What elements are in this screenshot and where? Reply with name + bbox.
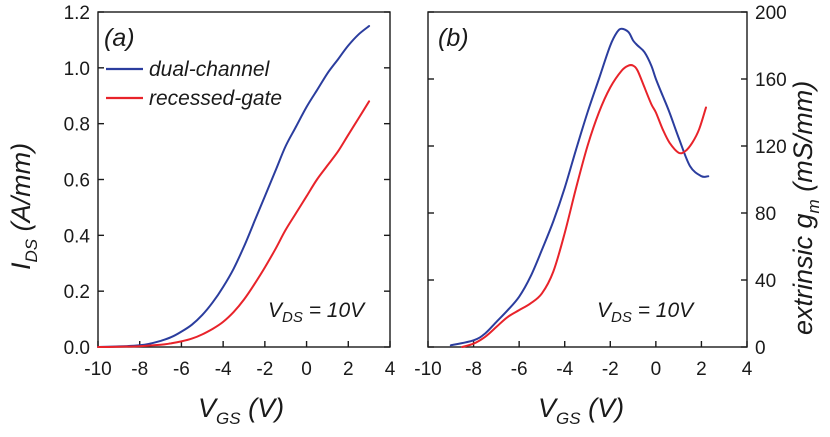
panel-a-xtick-label: -6: [173, 359, 190, 380]
ylabel-main: extrinsic g: [788, 213, 818, 335]
xlabel-sub: GS: [216, 409, 241, 428]
ylabel-unit: (A/mm): [6, 143, 36, 239]
annotation-rest: = 10V: [303, 299, 366, 322]
annotation-sub: DS: [282, 309, 303, 326]
xlabel-unit: (V): [581, 393, 625, 423]
ylabel-sub: DS: [22, 238, 41, 262]
ylabel-sub: m: [804, 199, 823, 213]
panel-a-label: (a): [104, 24, 135, 52]
panel-b-xlabel: VGS (V): [538, 393, 624, 428]
panel-a-ytick-label: 0.4: [64, 226, 91, 247]
panel-a-ytick-label: 0.2: [64, 282, 90, 303]
panel-a-ytick-label: 0.0: [64, 338, 90, 359]
legend-label-dual-channel: dual-channel: [149, 58, 271, 81]
panel-a-ytick-label: 0.8: [64, 115, 90, 136]
annotation-sub: DS: [611, 309, 632, 326]
xlabel-main: V: [198, 393, 219, 423]
panel-b-ytick-label: 40: [755, 271, 776, 292]
panel-a-curves: [97, 25, 371, 348]
xlabel-unit: (V): [241, 393, 285, 423]
panel-b-ytick-label: 160: [755, 70, 787, 91]
annotation-main: V: [597, 299, 613, 322]
legend-label-recessed-gate: recessed-gate: [149, 87, 282, 110]
annotation-rest: = 10V: [632, 299, 695, 322]
panel-b-label: (b): [438, 24, 469, 52]
panel-a-xtick-label: 2: [343, 359, 354, 380]
panel-b-series-recessed-gate: [461, 64, 707, 348]
panel-a-series-recessed-gate: [97, 100, 371, 348]
panel-a-xtick-label: -4: [215, 359, 232, 380]
panel-a-xtick-label: -8: [131, 359, 148, 380]
panel-a-xtick-label: -2: [256, 359, 273, 380]
ylabel-unit: (mS/mm): [788, 81, 818, 199]
panel-b-ytick-label: 0: [755, 338, 766, 359]
panel-a-ytick-label: 1.0: [64, 59, 90, 80]
panel-a-ticks: -10 -8 -6 -4 -2 0 2 4 0.0 0.2 0.4 0.6 0.8 1.0 1.2: [64, 3, 396, 380]
panel-b-series-dual-channel: [449, 27, 710, 347]
panel-a-series-dual-channel: [97, 25, 371, 348]
panel-b-ylabel: extrinsic gm (mS/mm): [788, 81, 823, 335]
panel-b-xtick-label: 2: [696, 359, 707, 380]
panel-b-ytick-label: 200: [755, 3, 787, 24]
panel-a-xtick-label: -10: [84, 359, 111, 380]
panel-b-annotation: VDS = 10V: [597, 299, 695, 326]
panel-b-xtick-label: 0: [651, 359, 662, 380]
legend: dual-channel recessed-gate: [106, 58, 282, 110]
panel-a-xtick-label: 0: [301, 359, 312, 380]
ylabel-main: I: [6, 262, 36, 270]
panel-a-ytick-label: 0.6: [64, 171, 90, 192]
panel-b-ytick-label: 120: [755, 137, 787, 158]
panel-b-xtick-label: 4: [742, 359, 753, 380]
panel-b-frame: [427, 11, 748, 348]
panel-a-annotation: VDS = 10V: [268, 299, 366, 326]
panel-b-xtick-label: -8: [465, 359, 482, 380]
panel-b-ytick-label: 80: [755, 204, 776, 225]
panel-a-xtick-label: 4: [385, 359, 396, 380]
panel-a-xlabel: VGS (V): [198, 393, 284, 428]
panel-b-xtick-label: -6: [511, 359, 528, 380]
panel-a-ytick-label: 1.2: [64, 3, 90, 24]
panel-b-xtick-label: -2: [602, 359, 619, 380]
xlabel-sub: GS: [556, 409, 581, 428]
panel-b-xtick-label: -10: [414, 359, 441, 380]
xlabel-main: V: [538, 393, 559, 423]
panel-a-ylabel: IDS (A/mm): [6, 143, 41, 270]
panel-b-curves: [449, 27, 710, 348]
annotation-main: V: [268, 299, 284, 322]
panel-a: -10 -8 -6 -4 -2 0 2 40.00.20.40.60.81.01.2 (a) …: [6, 3, 396, 428]
panel-b-xtick-label: -4: [556, 359, 573, 380]
